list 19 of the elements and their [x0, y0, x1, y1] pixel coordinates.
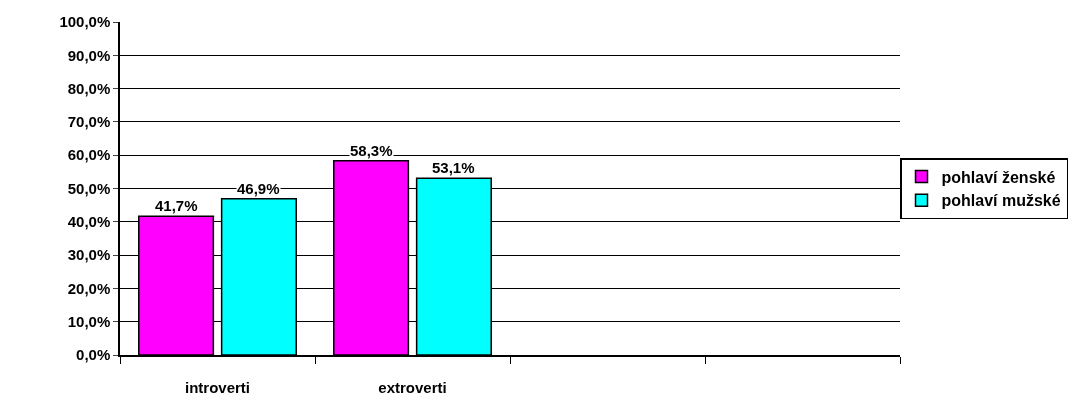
- y-tick-label: 70,0%: [67, 113, 111, 131]
- data-label: 46,9%: [237, 180, 280, 197]
- y-tick-label: 100,0%: [59, 13, 111, 31]
- y-tick-label: 20,0%: [67, 279, 111, 297]
- y-tick-label: 0,0%: [76, 346, 111, 364]
- legend-label: pohlaví ženské: [941, 168, 1056, 186]
- data-label: 58,3%: [350, 142, 393, 159]
- y-tick-label: 10,0%: [67, 312, 111, 330]
- data-label: 53,1%: [432, 159, 475, 176]
- x-tick-label: introverti: [184, 378, 251, 396]
- y-tick-label: 50,0%: [67, 179, 111, 197]
- legend-label: pohlaví mužské: [941, 192, 1061, 210]
- data-label: 41,7%: [155, 197, 198, 214]
- y-tick-label: 30,0%: [67, 246, 111, 264]
- y-tick-label: 40,0%: [67, 213, 111, 231]
- y-tick-label: 60,0%: [67, 146, 111, 164]
- y-tick-label: 90,0%: [67, 46, 111, 64]
- x-tick-label: extroverti: [378, 378, 447, 396]
- y-tick-label: 80,0%: [67, 79, 111, 97]
